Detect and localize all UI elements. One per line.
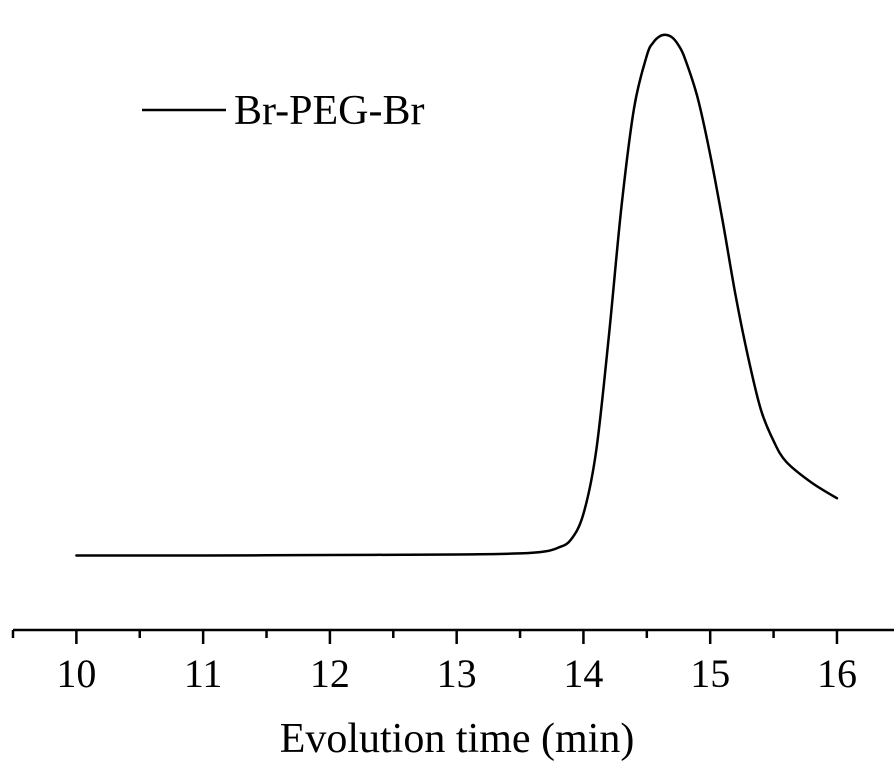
x-tick-label: 16 [817,651,857,696]
x-axis-tick-labels: 10 11 12 13 14 15 16 [56,651,857,696]
x-axis-title: Evolution time (min) [280,716,635,762]
x-tick-label: 13 [437,651,477,696]
series-line-br-peg-br [75,33,839,557]
x-tick-label: 10 [56,651,96,696]
x-tick-label: 14 [563,651,603,696]
x-axis: 10 11 12 13 14 15 16 Evolution time (min) [11,628,894,762]
legend: Br-PEG-Br [142,88,424,134]
x-tick-label: 12 [310,651,350,696]
x-tick-label: 11 [184,651,223,696]
legend-label-br-peg-br: Br-PEG-Br [234,88,424,134]
x-tick-label: 15 [690,651,730,696]
x-axis-ticks [11,630,839,644]
